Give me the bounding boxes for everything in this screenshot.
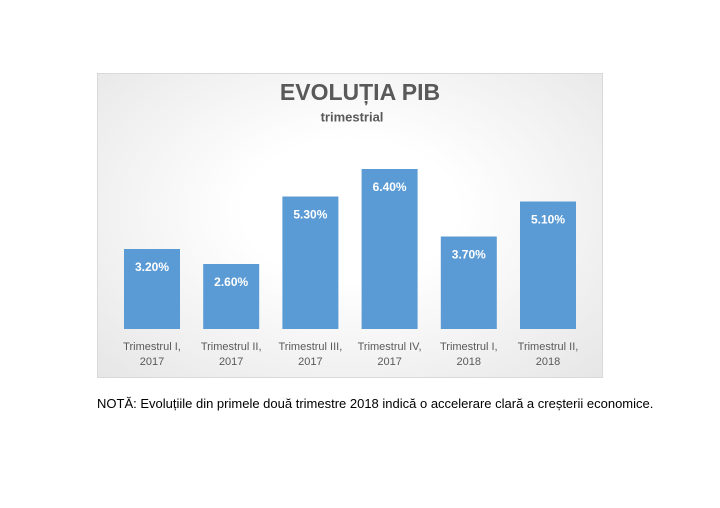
chart-title: EVOLUȚIA PIB — [280, 79, 440, 105]
value-label: 5.10% — [531, 213, 565, 227]
value-label: 6.40% — [373, 180, 407, 194]
value-label: 3.70% — [452, 248, 486, 262]
bar — [282, 196, 339, 329]
x-tick-label: Trimestrul III, 2017 — [278, 341, 343, 368]
bar — [440, 236, 497, 329]
note: NOTĂ: Evoluțiile din primele două trimes… — [97, 396, 654, 411]
x-tick-label: Trimestrul II, 2018 — [517, 341, 579, 368]
value-label: 2.60% — [214, 275, 248, 289]
chart-area — [97, 73, 603, 378]
chart-subtitle: trimestrial — [321, 109, 384, 124]
x-tick-label: Trimestrul I, 2017 — [123, 341, 181, 368]
x-tick-label: Trimestrul IV, 2017 — [357, 341, 422, 368]
bar — [124, 249, 180, 329]
bar — [203, 264, 260, 329]
value-label: 5.30% — [293, 208, 327, 222]
x-tick-label: Trimestrul II, 2017 — [200, 341, 262, 368]
x-tick-label: Trimestrul I, 2018 — [439, 341, 498, 368]
bar — [361, 169, 418, 329]
bar — [520, 201, 576, 329]
value-label: 3.20% — [135, 260, 169, 274]
